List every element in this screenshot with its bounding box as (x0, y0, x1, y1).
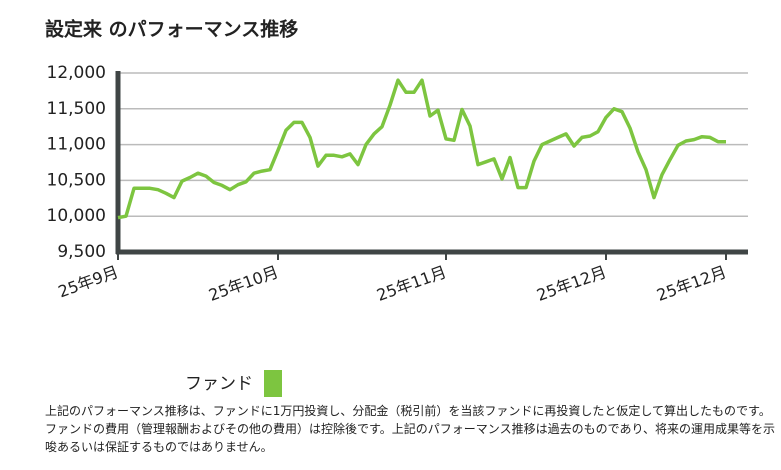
line (117, 78, 726, 220)
legend-swatch (264, 370, 282, 397)
chart-title: 設定来 のパフォーマンス推移 (45, 18, 298, 41)
legend-label: ファンド (185, 374, 253, 394)
chart: 設定来 のパフォーマンス推移 9,500 10,000 10,500 11,000 11… (45, 18, 748, 397)
y-tick-label: 11,000 (47, 135, 106, 155)
x-tick-label: 25年12月 (654, 262, 729, 305)
x-tick-label: 25年10月 (206, 262, 281, 305)
x-tick-label: 25年11月 (374, 262, 449, 305)
x-tick-label: 25年9月 (56, 262, 121, 301)
y-tick-label: 10,500 (47, 170, 106, 190)
y-tick-label: 12,000 (47, 63, 106, 83)
footnote: 上記のパフォーマンス推移は、ファンドに1万円投資し、分配金（税引前）を当該ファン… (45, 404, 775, 454)
x-tick-label: 25年12月 (534, 262, 609, 305)
y-tick-label: 11,500 (47, 99, 106, 119)
y-tick-label: 10,000 (47, 206, 106, 226)
y-tick-label: 9,500 (57, 242, 106, 262)
